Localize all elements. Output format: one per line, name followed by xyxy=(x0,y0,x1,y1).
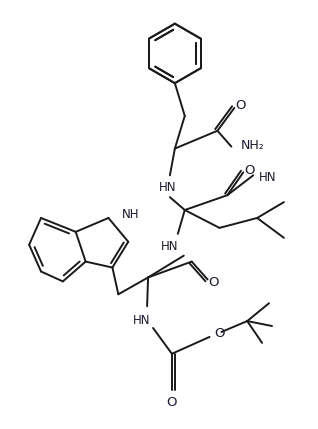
Text: HN: HN xyxy=(132,314,150,326)
Text: O: O xyxy=(244,164,254,177)
Text: NH: NH xyxy=(122,208,140,221)
Text: NH₂: NH₂ xyxy=(240,139,264,152)
Text: HN: HN xyxy=(161,240,179,253)
Text: O: O xyxy=(235,100,245,112)
Text: O: O xyxy=(215,327,225,341)
Text: HN: HN xyxy=(159,181,177,194)
Text: HN: HN xyxy=(259,171,277,184)
Text: O: O xyxy=(167,396,177,409)
Text: O: O xyxy=(208,276,219,289)
